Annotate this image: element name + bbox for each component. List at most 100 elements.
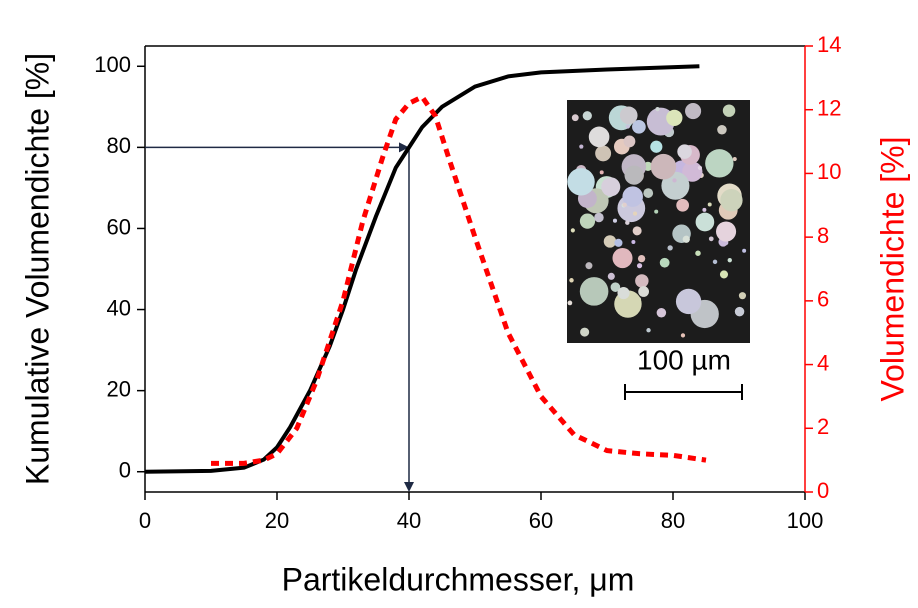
inset-particle bbox=[646, 328, 651, 333]
inset-particle bbox=[695, 250, 701, 256]
y2-tick-label: 4 bbox=[817, 350, 829, 375]
inset-particle bbox=[567, 300, 573, 306]
inset-particle bbox=[650, 140, 663, 153]
inset-particle bbox=[676, 198, 690, 212]
inset-particle bbox=[682, 161, 703, 182]
x-tick-label: 20 bbox=[265, 508, 289, 533]
inset-particle bbox=[599, 170, 604, 175]
inset-particle bbox=[738, 292, 747, 300]
y2-tick-label: 0 bbox=[817, 478, 829, 503]
inset-particle bbox=[637, 254, 646, 263]
inset-particle bbox=[610, 282, 621, 292]
x-tick-label: 40 bbox=[397, 508, 421, 533]
inset-particle bbox=[622, 202, 627, 208]
inset-particle bbox=[570, 228, 575, 233]
y2-tick-label: 2 bbox=[817, 414, 829, 439]
inset-particle bbox=[734, 306, 745, 317]
y-axis-title: Kumulative Volumendichte [%] bbox=[19, 53, 55, 485]
inset-particle bbox=[623, 135, 636, 148]
inset-particle bbox=[638, 286, 649, 297]
y2-tick-label: 14 bbox=[817, 32, 841, 57]
inset-particle bbox=[614, 238, 623, 247]
inset-particle bbox=[619, 106, 638, 125]
inset-particle bbox=[624, 165, 644, 185]
inset-particle bbox=[643, 188, 654, 198]
inset-particle bbox=[655, 107, 660, 112]
x-tick-label: 60 bbox=[529, 508, 553, 533]
y-tick-label: 20 bbox=[107, 376, 131, 401]
x-tick-label: 0 bbox=[139, 508, 151, 533]
inset-particle bbox=[622, 186, 643, 207]
inset-particle bbox=[625, 124, 630, 129]
inset-particle bbox=[666, 109, 683, 127]
guide-arrowhead bbox=[404, 482, 414, 492]
y-tick-label: 0 bbox=[119, 458, 131, 483]
inset-particle bbox=[631, 239, 636, 244]
inset-particle bbox=[677, 144, 692, 159]
inset-particle bbox=[617, 286, 630, 300]
x-tick-label: 100 bbox=[787, 508, 824, 533]
inset-particle bbox=[601, 177, 621, 197]
inset-particle bbox=[594, 212, 604, 223]
y2-tick-label: 10 bbox=[817, 159, 841, 184]
inset-particle bbox=[702, 207, 707, 212]
inset-particle bbox=[588, 126, 610, 148]
inset-particle bbox=[682, 235, 690, 243]
inset-particle bbox=[632, 226, 642, 236]
inset-particle bbox=[625, 220, 630, 225]
inset-particle bbox=[635, 274, 649, 288]
y-tick-label: 100 bbox=[94, 52, 131, 77]
inset-particle bbox=[695, 212, 715, 232]
inset-particle bbox=[603, 235, 617, 248]
inset-particle bbox=[571, 114, 579, 122]
inset-particle bbox=[595, 145, 612, 162]
inset-particle bbox=[607, 272, 615, 280]
inset-particle bbox=[650, 153, 677, 180]
inset-particle bbox=[675, 288, 702, 315]
inset-particle bbox=[727, 257, 732, 263]
inset-particle bbox=[654, 209, 659, 214]
inset-particle bbox=[579, 213, 596, 229]
inset-particle bbox=[632, 119, 646, 134]
inset-particle bbox=[636, 263, 643, 269]
inset-particle bbox=[633, 211, 638, 216]
inset-particle bbox=[612, 248, 633, 269]
inset-particle bbox=[732, 156, 737, 162]
y-tick-label: 40 bbox=[107, 295, 131, 320]
inset-particle bbox=[712, 259, 718, 265]
inset-particle bbox=[672, 178, 677, 183]
inset-particle bbox=[661, 171, 690, 200]
density-line bbox=[211, 93, 707, 466]
inset-particle bbox=[685, 103, 702, 120]
y-tick-label: 80 bbox=[107, 133, 131, 158]
inset-particle bbox=[582, 111, 592, 121]
y2-tick-label: 8 bbox=[817, 223, 829, 248]
inset-particle bbox=[680, 333, 686, 338]
inset-particle bbox=[707, 202, 712, 207]
inset-particle bbox=[667, 245, 673, 251]
inset-particle bbox=[585, 262, 593, 270]
x-tick-label: 80 bbox=[661, 508, 685, 533]
inset-particle bbox=[716, 221, 737, 242]
y2-axis-title: Volumendichte [%] bbox=[874, 136, 910, 401]
inset-particle bbox=[717, 125, 727, 135]
inset-particle bbox=[722, 104, 736, 117]
inset-particle bbox=[705, 149, 734, 178]
inset-particle bbox=[697, 165, 703, 171]
inset-particle bbox=[580, 327, 590, 337]
inset-particle bbox=[742, 248, 747, 253]
inset-particles bbox=[567, 103, 747, 338]
inset-particle bbox=[579, 277, 609, 306]
inset-particle bbox=[579, 144, 584, 149]
x-axis-title: Partikeldurchmesser, μm bbox=[282, 561, 635, 597]
scale-bar-label: 100 µm bbox=[637, 344, 731, 375]
inset-particle bbox=[656, 307, 667, 318]
inset-particle bbox=[708, 236, 714, 242]
inset-particle bbox=[567, 168, 595, 196]
guide-arrowhead bbox=[399, 142, 409, 153]
inset-particle bbox=[569, 278, 574, 283]
y2-tick-label: 12 bbox=[817, 96, 841, 121]
inset-particle bbox=[612, 218, 618, 223]
inset-particle bbox=[659, 257, 670, 268]
